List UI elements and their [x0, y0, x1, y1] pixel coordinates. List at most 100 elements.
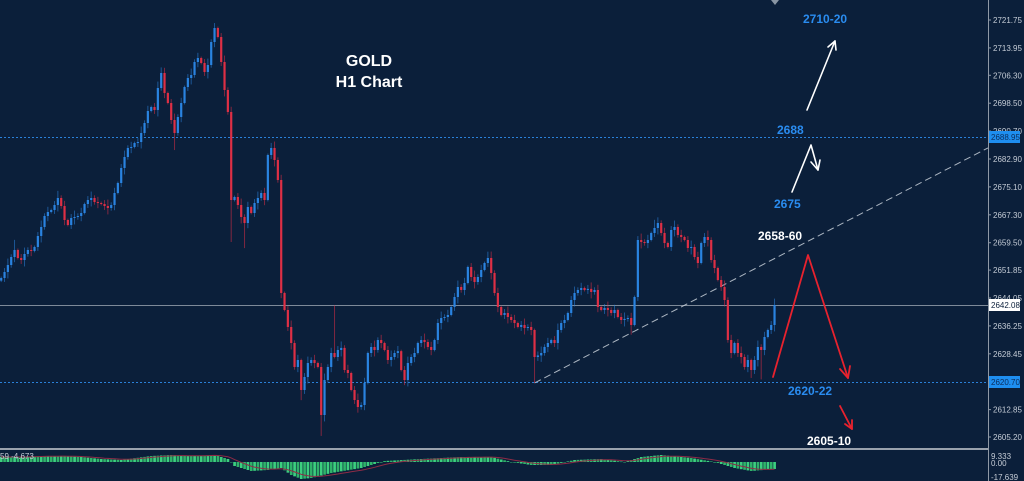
candlestick-series	[0, 23, 776, 436]
candle-bullish	[190, 68, 193, 85]
price-axis[interactable]	[988, 0, 1024, 481]
macd-bar	[213, 455, 216, 462]
macd-bar	[36, 456, 40, 462]
macd-bar	[93, 458, 96, 462]
macd-bar	[766, 462, 770, 470]
macd-bar	[476, 457, 480, 462]
macd-bar	[399, 460, 403, 462]
arrowhead-drop-icon	[839, 365, 851, 379]
candle-bullish	[406, 356, 409, 387]
chart-title-symbol: GOLD	[346, 53, 392, 70]
dashed-trendline[interactable]	[534, 147, 988, 384]
price-plot-area[interactable]	[0, 0, 988, 448]
candle-bearish	[293, 340, 296, 370]
price-tick-label: 2706.30	[993, 71, 1022, 80]
macd-bar	[426, 458, 430, 462]
macd-bar	[273, 462, 276, 469]
candle-bullish	[763, 331, 766, 356]
candle-bearish	[720, 276, 723, 291]
candle-bearish	[203, 59, 206, 76]
macd-bar	[343, 462, 346, 471]
macd-bar	[239, 462, 243, 468]
candle-bearish	[686, 236, 689, 252]
candle-bearish	[226, 87, 229, 115]
macd-bar	[379, 462, 383, 463]
macd-bar	[259, 462, 263, 471]
macd-bar	[146, 456, 150, 462]
macd-bar	[759, 462, 763, 471]
macd-bar	[73, 456, 76, 462]
trendline-group	[534, 147, 988, 384]
candle-bullish	[26, 247, 29, 257]
macd-bar	[289, 462, 293, 475]
candle-bullish	[43, 213, 46, 230]
candle-bullish	[560, 320, 563, 333]
candle-bullish	[50, 208, 53, 214]
candle-bullish	[116, 181, 119, 195]
candle-bearish	[356, 393, 359, 413]
macd-bar	[383, 461, 386, 462]
candle-bullish	[450, 305, 453, 317]
resistance-price-label: 2688.95	[989, 131, 1020, 143]
macd-bar	[706, 460, 710, 462]
macd-bar	[529, 462, 533, 465]
macd-bar	[613, 460, 616, 462]
macd-bar	[113, 459, 116, 462]
candle-bullish	[376, 337, 379, 353]
candle-bearish	[230, 106, 233, 243]
macd-bar	[266, 462, 270, 470]
candle-bearish	[353, 386, 356, 404]
macd-bar	[373, 462, 376, 464]
macd-bar	[719, 462, 723, 464]
candle-bullish	[40, 220, 43, 243]
macd-bar	[626, 461, 630, 462]
macd-bar	[309, 462, 313, 478]
macd-bar	[436, 458, 440, 462]
price-tick-label: 2659.50	[993, 239, 1022, 248]
chart-shift-marker-icon[interactable]	[771, 0, 779, 5]
macd-bar	[553, 462, 556, 465]
candle-bullish	[213, 23, 216, 48]
candle-bearish	[620, 313, 623, 324]
macd-bar	[96, 458, 100, 462]
macd-bar	[29, 456, 33, 462]
macd-bar	[326, 462, 330, 474]
candle-bullish	[586, 284, 589, 294]
arrow-retest-and-drop-icon	[772, 254, 849, 379]
candle-bullish	[440, 311, 443, 330]
candle-bearish	[30, 244, 33, 257]
indicator-separator[interactable]	[0, 448, 988, 450]
macd-bar	[376, 462, 380, 463]
macd-bar	[566, 461, 570, 462]
candle-bearish	[216, 26, 219, 39]
macd-bar	[143, 456, 146, 462]
candle-bearish	[386, 346, 389, 364]
macd-bar	[503, 460, 506, 462]
macd-bar	[339, 462, 343, 472]
macd-bar	[499, 459, 503, 462]
candle-bearish	[723, 280, 726, 307]
price-tick-label: 2636.25	[993, 322, 1022, 331]
candle-bullish	[186, 74, 189, 91]
support-price-label: 2620.70	[989, 376, 1020, 388]
candle-bearish	[706, 230, 709, 247]
candle-bearish	[333, 305, 336, 359]
candle-bearish	[236, 193, 239, 209]
macd-bar	[506, 461, 510, 462]
macd-bar	[519, 462, 523, 464]
arrow-up-to-target-icon	[806, 40, 836, 111]
macd-bar	[33, 456, 36, 462]
macd-bar	[176, 455, 180, 462]
macd-bar	[13, 457, 16, 462]
candle-bullish	[13, 239, 16, 263]
candle-bullish	[453, 293, 456, 311]
support-price-text: 2620.70	[991, 378, 1020, 387]
candle-bullish	[410, 354, 413, 366]
macd-bar	[756, 462, 760, 471]
candle-bearish	[66, 218, 69, 227]
macd-bar	[9, 457, 13, 462]
macd-bar	[623, 462, 626, 463]
indicator-plot-area[interactable]	[0, 451, 988, 481]
candle-bearish	[400, 349, 403, 372]
